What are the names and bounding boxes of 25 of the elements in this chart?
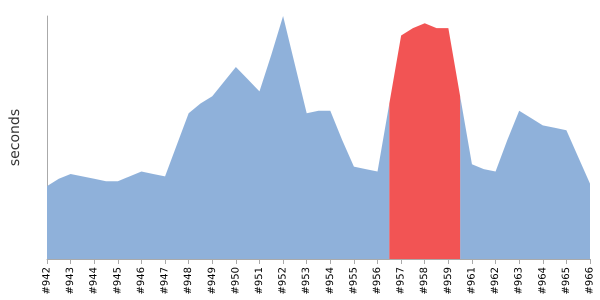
x-tick-label: #948 bbox=[183, 267, 194, 294]
x-tick-label: #963 bbox=[514, 267, 525, 294]
x-tick-label: #942 bbox=[42, 267, 52, 294]
x-tick-label: #957 bbox=[396, 267, 407, 294]
x-tick-label: #946 bbox=[136, 267, 147, 294]
x-tick-label: #966 bbox=[584, 267, 596, 294]
x-tick-label: #954 bbox=[324, 267, 336, 294]
x-tick-label: #956 bbox=[372, 267, 384, 294]
x-tick-label: #962 bbox=[490, 267, 502, 294]
x-tick-label: #945 bbox=[112, 267, 124, 294]
x-tick-label: #950 bbox=[230, 267, 242, 294]
x-tick-label: #953 bbox=[301, 267, 312, 294]
x-tick-label: #965 bbox=[560, 267, 572, 294]
x-tick-label: #943 bbox=[65, 267, 76, 294]
x-tick-label: #958 bbox=[419, 267, 430, 294]
x-tick-label: #947 bbox=[160, 267, 171, 294]
x-tick-label: #944 bbox=[88, 267, 100, 294]
y-axis-title: seconds bbox=[7, 108, 23, 166]
x-tick-label: #949 bbox=[206, 267, 218, 294]
x-tick-label: #964 bbox=[537, 267, 548, 294]
x-tick-label: #959 bbox=[442, 267, 454, 294]
x-tick-label: #961 bbox=[466, 267, 478, 294]
x-tick-label: #951 bbox=[254, 267, 265, 294]
x-tick-label: #955 bbox=[348, 267, 360, 294]
x-tick-label: #952 bbox=[278, 267, 289, 294]
